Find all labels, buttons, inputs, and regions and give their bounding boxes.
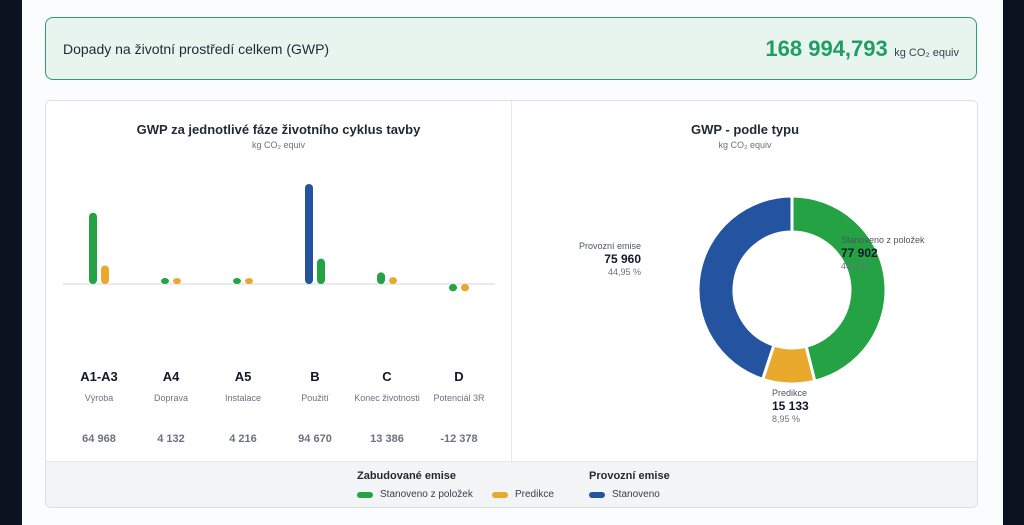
phase-name: Výroba (84, 393, 114, 403)
phase-a4: A4 Doprava 4 132 (136, 369, 206, 445)
bar-a4-predikce[interactable] (173, 278, 181, 284)
phase-code: C (382, 369, 392, 384)
total-gwp-value: 168 994,793 (765, 36, 888, 61)
phase-name: Instalace (224, 393, 262, 403)
phase-c: C Konec životnosti 13 386 (352, 369, 422, 445)
phase-total: 13 386 (370, 433, 404, 445)
phase-total: -12 378 (440, 433, 478, 445)
phase-code: B (310, 369, 320, 384)
card-divider (511, 101, 512, 461)
slice-value: 77 902 (841, 246, 878, 260)
bar-a1-a3-stanoveno-z-položek[interactable] (89, 212, 97, 284)
bar-a1-a3-predikce[interactable] (101, 265, 109, 284)
donut-chart-title: GWP - podle typu (690, 122, 800, 137)
donut-label-provozni-emise: Provozní emise 75 960 44,95 % (571, 240, 641, 279)
donut-chart (696, 194, 888, 386)
bar-c-stanoveno-z-položek[interactable] (377, 272, 385, 284)
phase-name: Konec životnosti (354, 393, 420, 403)
slice-percent: 44,95 % (607, 267, 641, 277)
slice-name: Predikce (772, 388, 808, 398)
slice-value: 15 133 (772, 399, 809, 413)
bar-b-stanoveno[interactable] (305, 184, 313, 284)
phase-total: 4 216 (229, 433, 257, 445)
bar-d-predikce[interactable] (461, 284, 469, 292)
phase-code: A5 (234, 369, 252, 384)
donut-label-stanoveno-z-polozek: Stanoveno z položek 77 902 46,1 % (841, 234, 925, 273)
phase-name: Použití (301, 393, 329, 403)
phase-name: Potenciál 3R (433, 393, 485, 403)
legend-swatch (589, 491, 605, 498)
phase-a1-a3: A1-A3 Výroba 64 968 (64, 369, 134, 445)
legend-item-stanoveno[interactable]: Stanoveno (589, 489, 660, 500)
slice-percent: 8,95 % (772, 414, 801, 424)
legend-group-title-zabudovane: Zabudované emise (357, 470, 457, 482)
legend-item-predikce[interactable]: Predikce (492, 489, 554, 500)
phase-code: A1-A3 (80, 369, 118, 384)
bar-a5-predikce[interactable] (245, 278, 253, 284)
total-gwp-value-group: 168 994,793 kg CO₂ equiv (765, 36, 959, 62)
slice-percent: 46,1 % (841, 261, 870, 271)
donut-slice-provozní-emise[interactable] (696, 194, 794, 381)
bar-c-predikce[interactable] (389, 277, 397, 284)
page: Dopady na životní prostředí celkem (GWP)… (22, 0, 1003, 525)
legend-label: Predikce (515, 489, 554, 500)
phase-name: Doprava (153, 393, 189, 403)
phase-total: 4 132 (157, 433, 185, 445)
total-gwp-unit: kg CO₂ equiv (894, 47, 959, 59)
slice-name: Stanoveno z položek (841, 235, 925, 245)
donut-label-predikce: Predikce 15 133 8,95 % (772, 387, 809, 426)
phase-d: D Potenciál 3R -12 378 (424, 369, 494, 445)
bar-a4-stanoveno-z-položek[interactable] (161, 278, 169, 284)
legend-label: Stanoveno (612, 489, 660, 500)
legend-swatch (492, 491, 508, 498)
charts-card: GWP za jednotlivé fáze životního cyklus … (45, 100, 978, 508)
bar-a5-stanoveno-z-položek[interactable] (233, 278, 241, 284)
donut-slice-stanoveno-z-položek[interactable] (790, 194, 888, 383)
phase-a5: A5 Instalace 4 216 (208, 369, 278, 445)
legend-label: Stanoveno z položek (380, 489, 473, 500)
legend-item-stanoveno-z-polozek[interactable]: Stanoveno z položek (357, 489, 473, 500)
bar-d-stanoveno-z-položek[interactable] (449, 284, 457, 292)
legend-swatch (357, 491, 373, 498)
bar-chart (63, 184, 495, 292)
phase-total: 94 670 (298, 433, 332, 445)
phase-code: A4 (162, 369, 180, 384)
phase-b: B Použití 94 670 (280, 369, 350, 445)
phase-code: D (454, 369, 464, 384)
bar-chart-subtitle: kg CO₂ equiv (251, 140, 305, 150)
slice-name: Provozní emise (578, 241, 641, 251)
bar-chart-title: GWP za jednotlivé fáze životního cyklus … (136, 122, 421, 137)
legend-bar: Zabudované emise Stanoveno z položek Pre… (46, 461, 977, 507)
slice-value: 75 960 (604, 252, 641, 266)
donut-chart-subtitle: kg CO₂ equiv (718, 140, 772, 150)
bar-b-stanoveno-z-položek[interactable] (317, 258, 325, 284)
total-gwp-panel: Dopady na životní prostředí celkem (GWP)… (45, 17, 977, 80)
legend-group-title-provozni: Provozní emise (589, 470, 670, 482)
total-gwp-label: Dopady na životní prostředí celkem (GWP) (63, 41, 330, 57)
phase-total: 64 968 (82, 433, 116, 445)
